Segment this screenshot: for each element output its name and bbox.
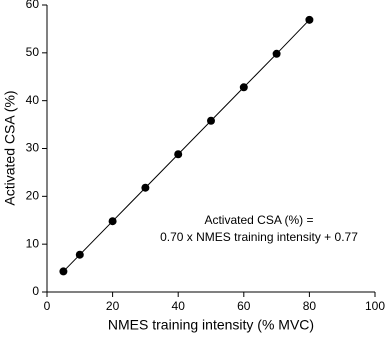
annotation: Activated CSA (%) = bbox=[204, 213, 313, 227]
x-axis-label: NMES training intensity (% MVC) bbox=[108, 317, 314, 333]
y-axis-label: Activated CSA (%) bbox=[2, 90, 18, 205]
y-tick-label: 0 bbox=[32, 284, 39, 298]
x-tick-label: 40 bbox=[172, 299, 186, 313]
data-point bbox=[207, 116, 215, 125]
y-tick-label: 40 bbox=[26, 93, 40, 107]
y-tick-label: 20 bbox=[26, 189, 40, 203]
data-point bbox=[75, 250, 84, 259]
x-tick-label: 0 bbox=[44, 299, 51, 313]
y-tick-label: 10 bbox=[26, 236, 40, 250]
data-point bbox=[108, 217, 117, 226]
data-point bbox=[239, 83, 248, 92]
y-tick-label: 50 bbox=[26, 45, 40, 59]
data-point bbox=[174, 150, 183, 159]
y-tick-label: 60 bbox=[26, 0, 40, 11]
x-tick-label: 100 bbox=[365, 299, 385, 313]
x-tick-label: 80 bbox=[303, 299, 317, 313]
data-point bbox=[59, 267, 68, 276]
x-tick-label: 60 bbox=[237, 299, 251, 313]
x-tick-label: 20 bbox=[106, 299, 120, 313]
data-point bbox=[305, 15, 314, 24]
data-point bbox=[141, 183, 150, 192]
annotation: 0.70 x NMES training intensity + 0.77 bbox=[160, 230, 358, 244]
y-tick-label: 30 bbox=[26, 141, 40, 155]
data-point bbox=[272, 49, 281, 58]
